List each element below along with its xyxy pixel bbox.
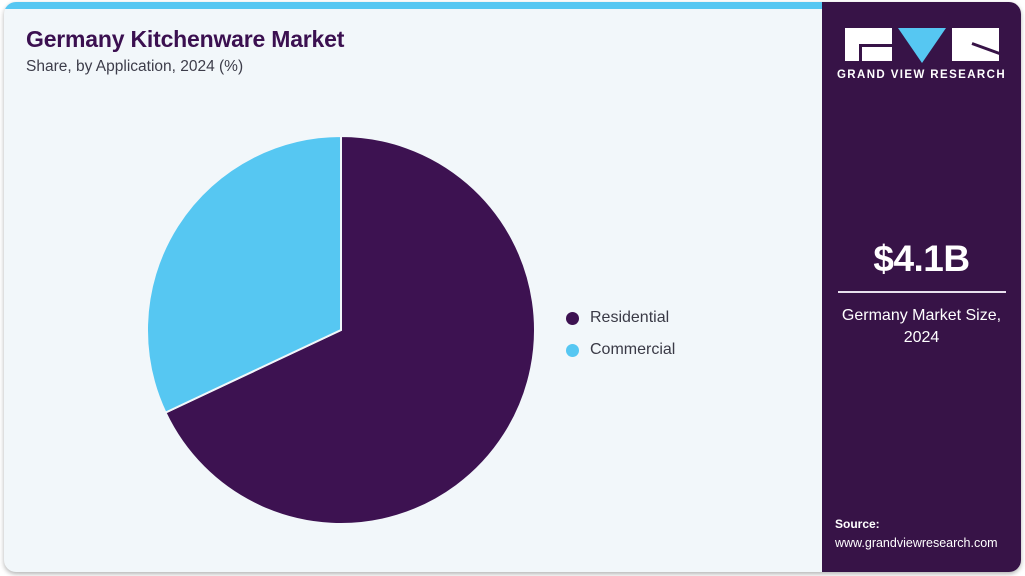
logo-r-icon [951,28,999,61]
chart-legend: Residential Commercial [566,302,796,366]
market-size-stat: $4.1B Germany Market Size, 2024 [822,240,1021,348]
legend-swatch-residential [566,311,579,325]
logo-marks [822,28,1021,63]
chart-card: Germany Kitchenware Market Share, by App… [4,2,1021,572]
logo-wordmark: GRAND VIEW RESEARCH [836,69,1007,81]
pie-chart [147,136,535,524]
brand-logo: GRAND VIEW RESEARCH [822,28,1021,81]
legend-item-residential[interactable]: Residential [566,302,796,334]
chart-area: Germany Kitchenware Market Share, by App… [4,2,822,572]
page-title: Germany Kitchenware Market [26,26,345,52]
logo-g-icon [844,28,892,61]
stat-caption: Germany Market Size, 2024 [841,307,1002,346]
legend-item-commercial[interactable]: Commercial [566,334,796,366]
legend-swatch-commercial [566,343,579,357]
pie-slice-commercial[interactable] [147,136,342,414]
legend-label-commercial: Commercial [590,341,676,358]
source-label: Source: [835,517,880,532]
source-block: Source: www.grandviewresearch.com [835,516,1021,552]
logo-v-triangle-icon [897,28,946,63]
title-block: Germany Kitchenware Market Share, by App… [26,26,726,77]
chart-subtitle: Share, by Application, 2024 (%) [26,58,244,76]
legend-label-residential: Residential [590,309,670,326]
info-sidebar: GRAND VIEW RESEARCH $4.1B Germany Market… [822,2,1021,572]
top-accent-bar [4,2,822,9]
pie-chart-svg [147,136,535,524]
stat-value: $4.1B [873,238,970,279]
pie-slice-residential[interactable] [164,136,535,524]
pie-slice-group [147,136,535,524]
source-url[interactable]: www.grandviewresearch.com [835,535,998,550]
stat-divider [837,291,1006,293]
